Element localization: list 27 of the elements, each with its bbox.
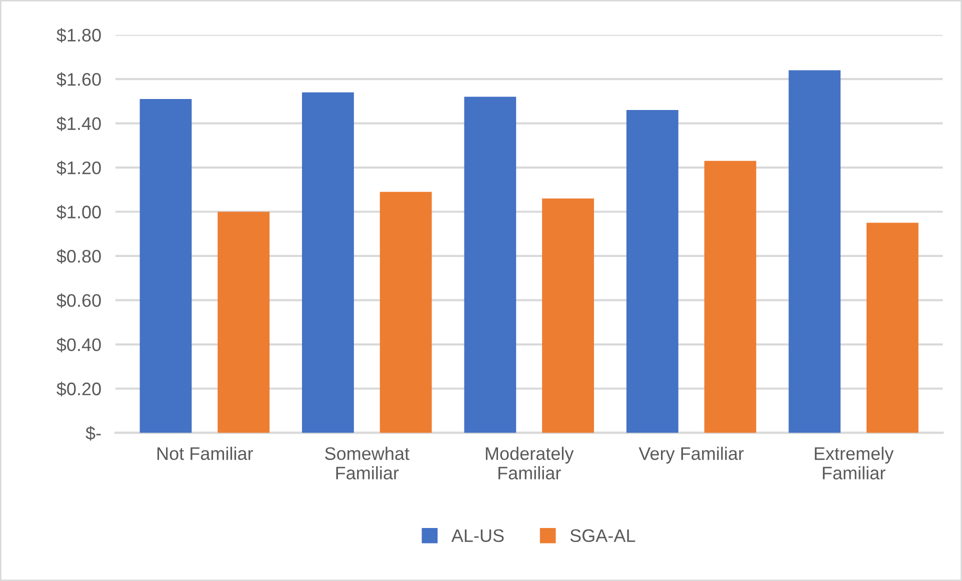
x-tick-label: Extremely Familiar xyxy=(814,446,894,480)
bar xyxy=(788,70,841,433)
y-tick-label: $1.00 xyxy=(56,204,101,220)
x-tick-label: Not Familiar xyxy=(157,446,254,460)
y-tick-label: $1.40 xyxy=(56,116,101,132)
bar xyxy=(302,92,354,433)
bar xyxy=(866,222,918,433)
y-tick-label: $0.20 xyxy=(56,382,101,396)
bar xyxy=(380,192,432,433)
x-tick-label: Somewhat Familiar xyxy=(325,446,410,480)
x-tick-label: Very Familiar xyxy=(638,446,744,464)
y-tick-label: $1.60 xyxy=(56,72,101,87)
legend-label: AL-US xyxy=(451,529,504,542)
x-tick-label: Moderately Familiar xyxy=(486,446,574,480)
bar xyxy=(464,96,516,433)
bar xyxy=(704,160,756,433)
legend-label: SGA-AL xyxy=(570,529,636,542)
bar xyxy=(218,212,270,433)
bar xyxy=(140,98,192,433)
y-tick-label: $0.80 xyxy=(56,249,101,264)
y-tick-label: $0.60 xyxy=(56,293,101,308)
bar xyxy=(542,198,594,433)
y-tick-label: $1.80 xyxy=(56,28,101,43)
y-tick-label: $1.20 xyxy=(56,160,101,176)
y-tick-label: $0.40 xyxy=(56,338,101,352)
y-tick-label: $- xyxy=(86,426,101,441)
bar xyxy=(626,110,678,433)
